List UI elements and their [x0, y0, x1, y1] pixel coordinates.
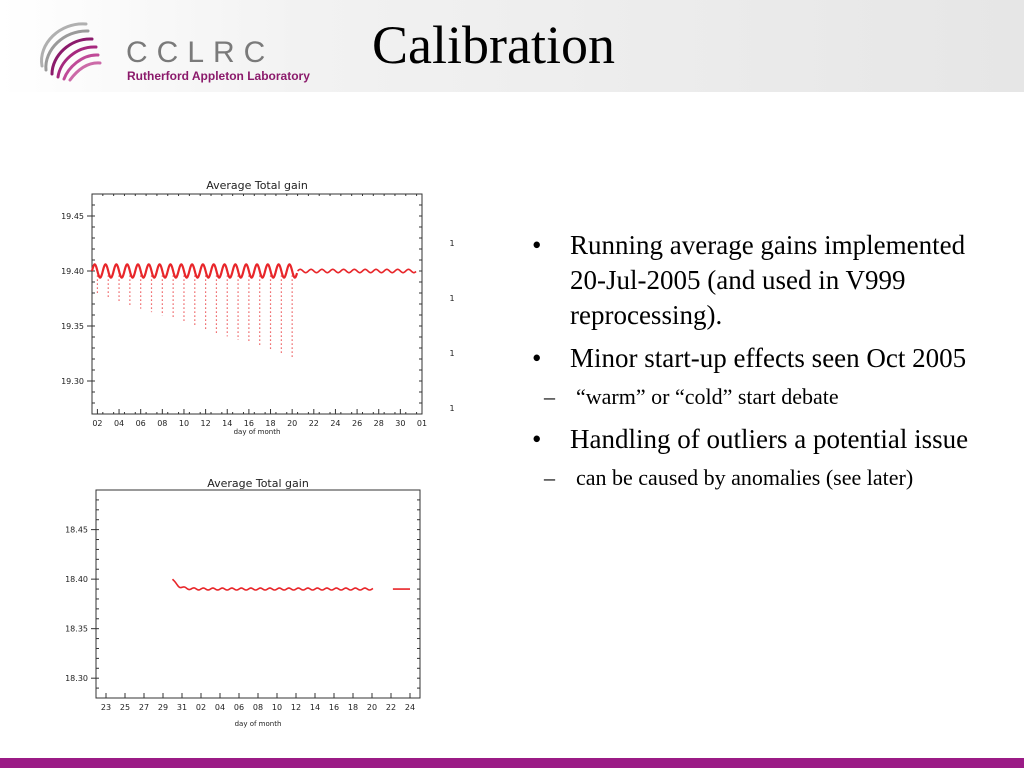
- swirl-logo-icon: [40, 22, 102, 82]
- x-tick-label: 06: [136, 419, 146, 428]
- x-tick-label: 02: [92, 419, 102, 428]
- x-tick-label: 08: [157, 419, 167, 428]
- right-axis-label: 1: [449, 349, 454, 358]
- logo-subtitle: Rutherford Appleton Laboratory: [127, 69, 310, 83]
- x-tick-label: 04: [114, 419, 124, 428]
- x-tick-label: 14: [222, 419, 232, 428]
- sub-bullet-text: “warm” or “cold” start debate: [576, 384, 839, 409]
- right-axis-label: 1: [449, 294, 454, 303]
- x-tick-label: 22: [386, 703, 396, 712]
- x-tick-label: 23: [101, 703, 111, 712]
- plot-frame: [91, 193, 423, 415]
- chart-title: Average Total gain: [206, 179, 308, 192]
- x-tick-label: 02: [196, 703, 206, 712]
- x-tick-label: 27: [139, 703, 149, 712]
- x-tick-label: 18: [348, 703, 358, 712]
- bullet-dot: •: [532, 424, 542, 454]
- x-tick-label: 12: [201, 419, 211, 428]
- x-tick-label: 14: [310, 703, 320, 712]
- y-tick-label: 19.30: [61, 377, 84, 386]
- x-tick-label: 24: [405, 703, 415, 712]
- sub-bullet-text: can be caused by anomalies (see later): [576, 465, 914, 490]
- bullet-dot: •: [532, 230, 542, 260]
- x-tick-label: 04: [215, 703, 225, 712]
- gain-chart-top-svg: Average Total gain day of month 19.45 19.40…: [61, 179, 454, 436]
- x-tick-label: 16: [244, 419, 254, 428]
- bullet-text: Minor start-up effects seen Oct 2005: [570, 343, 967, 373]
- x-tick-label: 31: [177, 703, 187, 712]
- y-tick-label: 19.35: [61, 322, 84, 331]
- x-tick-label: 30: [395, 419, 405, 428]
- x-tick-label: 10: [179, 419, 189, 428]
- x-tick-label: 24: [330, 419, 340, 428]
- x-tick-label: 20: [287, 419, 297, 428]
- x-tick-label: 08: [253, 703, 263, 712]
- x-tick-label: 25: [120, 703, 130, 712]
- bullet-dot: •: [532, 343, 542, 373]
- x-tick-label: 01: [417, 419, 427, 428]
- y-tick-label: 18.30: [65, 674, 88, 683]
- y-tick-label: 19.45: [61, 212, 84, 221]
- sub-bullet-item-3-1: – can be caused by anomalies (see later): [532, 463, 972, 493]
- x-tick-label: 12: [291, 703, 301, 712]
- x-tick-label: 26: [352, 419, 362, 428]
- accent-bar: [0, 758, 1024, 768]
- series-late-line: [297, 268, 417, 274]
- y-tick-label: 18.40: [65, 575, 88, 584]
- series-line: [171, 578, 374, 591]
- x-axis-label: day of month: [235, 720, 282, 728]
- y-tick-label: 18.35: [65, 625, 88, 634]
- series-early: [90, 263, 299, 358]
- slide-header: CCLRC Rutherford Appleton Laboratory Cal…: [0, 0, 1024, 92]
- series-early-line: [90, 263, 299, 279]
- gain-chart-bottom: Average Total gain day of month 18.45 18.40…: [40, 472, 470, 734]
- cclrc-logo: CCLRC Rutherford Appleton Laboratory: [30, 14, 310, 86]
- x-tick-label: 29: [158, 703, 168, 712]
- right-axis-label: 1: [449, 404, 454, 413]
- x-tick-label: 20: [367, 703, 377, 712]
- bullet-list: • Running average gains implemented 20-J…: [532, 228, 972, 503]
- bullet-text: Running average gains implemented 20-Jul…: [570, 230, 966, 330]
- x-tick-label: 22: [309, 419, 319, 428]
- bullet-item-2: • Minor start-up effects seen Oct 2005: [532, 341, 972, 376]
- logo-wordmark: CCLRC: [126, 36, 275, 69]
- gain-chart-bottom-svg: Average Total gain day of month 18.45 18.40…: [65, 477, 421, 728]
- y-tick-label: 18.45: [65, 526, 88, 535]
- x-tick-label: 10: [272, 703, 282, 712]
- chart-title: Average Total gain: [207, 477, 309, 490]
- sub-bullet-item-2-1: – “warm” or “cold” start debate: [532, 382, 972, 412]
- bullet-text: Handling of outliers a potential issue: [570, 424, 969, 454]
- right-axis-label: 1: [449, 239, 454, 248]
- y-tick-label: 19.40: [61, 267, 84, 276]
- sub-bullet-dash: –: [544, 465, 555, 490]
- x-tick-label: 28: [374, 419, 384, 428]
- plot-frame: [95, 489, 421, 699]
- bullet-item-1: • Running average gains implemented 20-J…: [532, 228, 972, 333]
- x-axis-label: day of month: [234, 428, 281, 436]
- slide-title: Calibration: [372, 15, 615, 75]
- x-tick-label: 06: [234, 703, 244, 712]
- x-tick-label: 16: [329, 703, 339, 712]
- sub-bullet-dash: –: [544, 384, 555, 409]
- gain-chart-top: Average Total gain day of month 19.45 19.40…: [40, 178, 470, 440]
- bullet-item-3: • Handling of outliers a potential issue: [532, 422, 972, 457]
- x-tick-label: 18: [265, 419, 275, 428]
